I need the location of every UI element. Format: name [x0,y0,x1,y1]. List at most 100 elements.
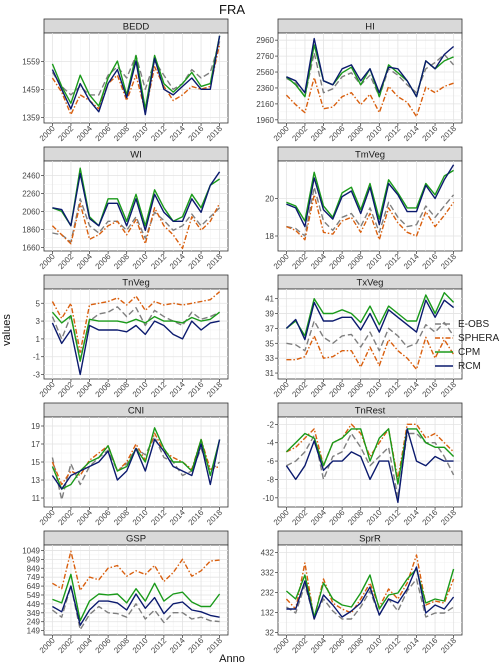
series-line-cpm [286,169,454,222]
x-tick-label: 2012 [149,252,168,271]
x-tick-label: 2006 [328,508,347,527]
x-tick-label: 2002 [56,380,75,399]
legend-item: SPHERA [434,331,499,345]
series-line-sphera [286,423,455,481]
legend-key-cpm [435,351,453,353]
x-tick-label: 2006 [94,380,113,399]
panel-bedd: BEDD 1359 1459 1559 2000 2002 2004 2006 2008 2010… [22,18,229,143]
y-tick-label: 149 [27,627,41,636]
legend-item: CPM [434,345,499,359]
x-tick-label: 2016 [421,380,440,399]
x-tick-label: 2004 [309,508,328,527]
x-tick-label: 2004 [309,252,328,271]
series-line-rcm [51,35,221,116]
x-tick-label: 2012 [149,508,168,527]
x-tick-label: 2006 [94,508,113,527]
x-tick-label: 2010 [365,636,384,655]
y-tick-label: 1 [36,335,41,344]
y-tick-label: 432 [261,549,275,558]
y-tick-label: 849 [27,564,41,573]
x-tick-label: 2012 [149,636,168,655]
legend-key-sphera [435,337,453,339]
series-line-rcm [52,171,221,232]
y-tick-label: -4 [267,439,275,448]
x-tick-label: 2012 [383,636,402,655]
y-tick-label: -3 [33,371,41,380]
x-tick-label: 2016 [421,636,440,655]
x-tick-label: 2002 [290,636,309,655]
y-tick-label: 41 [265,295,274,304]
series-line-rcm [285,428,454,504]
series-line-rcm [285,299,455,341]
x-tick-label: 2014 [168,252,187,271]
y-tick-label: 549 [27,591,41,600]
x-tick-label: 2016 [421,124,440,143]
y-tick-label: 449 [27,600,41,609]
figure-title: FRA [219,2,245,17]
x-tick-label: 2002 [56,252,75,271]
x-tick-label: 2008 [112,380,131,399]
y-tick-label: 32 [265,629,274,638]
x-tick-label: 2014 [168,124,187,143]
x-tick-label: 2000 [38,508,57,527]
x-tick-label: 2010 [365,252,384,271]
facet-label: TnVeg [122,278,149,289]
legend-item: E-OBS [434,317,499,331]
y-tick-label: 35 [265,339,274,348]
x-tick-label: 2006 [328,252,347,271]
x-tick-label: 2014 [402,380,421,399]
x-tick-label: 2000 [272,380,291,399]
series-line-rcm [286,164,455,228]
y-tick-label: 19 [31,422,40,431]
x-tick-label: 2014 [402,636,421,655]
x-tick-label: 2006 [328,124,347,143]
facet-label: CNI [128,406,144,417]
y-tick-label: 2760 [256,52,274,61]
y-tick-label: 2360 [256,84,274,93]
x-tick-label: 2018 [205,380,224,399]
x-tick-label: 2016 [421,508,440,527]
y-tick-label: 2560 [256,68,274,77]
x-tick-label: 2010 [131,252,150,271]
y-tick-label: 2960 [256,36,274,45]
x-tick-label: 2012 [149,124,168,143]
x-tick-label: 2018 [439,252,458,271]
y-axis-label: values [1,314,13,346]
y-tick-label: 132 [261,609,275,618]
series-line-cpm [285,292,455,337]
y-tick-label: 2060 [22,207,40,216]
x-tick-label: 2018 [205,252,224,271]
facet-label: HI [365,22,375,33]
x-tick-label: 2000 [272,636,291,655]
series-line-e-obs [51,585,220,631]
y-tick-label: 15 [31,458,40,467]
series-line-cpm [52,167,220,227]
series-line-cpm [51,311,221,362]
y-tick-label: 17 [31,440,40,449]
legend-label: CPM [458,346,481,358]
x-tick-label: 2002 [56,636,75,655]
series-line-sphera [51,44,221,116]
x-tick-label: 2002 [290,252,309,271]
x-tick-label: 2010 [365,124,384,143]
y-tick-label: 33 [265,354,274,363]
y-tick-label: 20 [265,195,274,204]
y-tick-label: 31 [265,369,274,378]
x-tick-label: 2004 [75,636,94,655]
x-tick-label: 2016 [187,124,206,143]
facet-label: GSP [126,534,146,545]
x-tick-label: 2008 [112,636,131,655]
series-line-rcm [286,37,455,98]
series-line-rcm [286,566,455,620]
x-tick-label: 2000 [272,252,291,271]
x-tick-label: 2018 [439,124,458,143]
x-tick-label: 2014 [402,124,421,143]
x-tick-label: 2016 [421,252,440,271]
y-tick-label: -10 [262,494,274,503]
